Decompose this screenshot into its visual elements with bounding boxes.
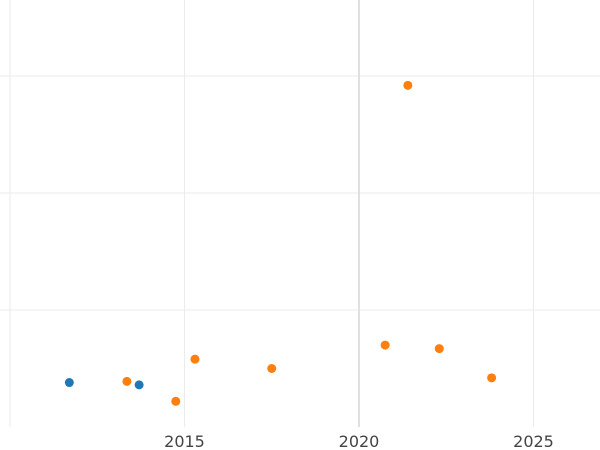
data-point xyxy=(403,80,413,90)
data-points xyxy=(64,80,497,406)
data-point xyxy=(171,396,181,406)
grid xyxy=(0,0,600,427)
data-point xyxy=(380,340,390,350)
x-axis-tick-labels: 2015 2020 2025 xyxy=(164,432,554,450)
data-point xyxy=(122,376,132,386)
x-tick-label: 2015 xyxy=(164,432,205,450)
x-tick-label: 2025 xyxy=(513,432,554,450)
data-point xyxy=(434,344,444,354)
data-point xyxy=(267,364,277,373)
data-point xyxy=(190,354,200,364)
x-tick-label: 2020 xyxy=(339,432,380,450)
data-point xyxy=(64,378,74,388)
data-point xyxy=(487,373,497,383)
data-point xyxy=(134,380,144,390)
